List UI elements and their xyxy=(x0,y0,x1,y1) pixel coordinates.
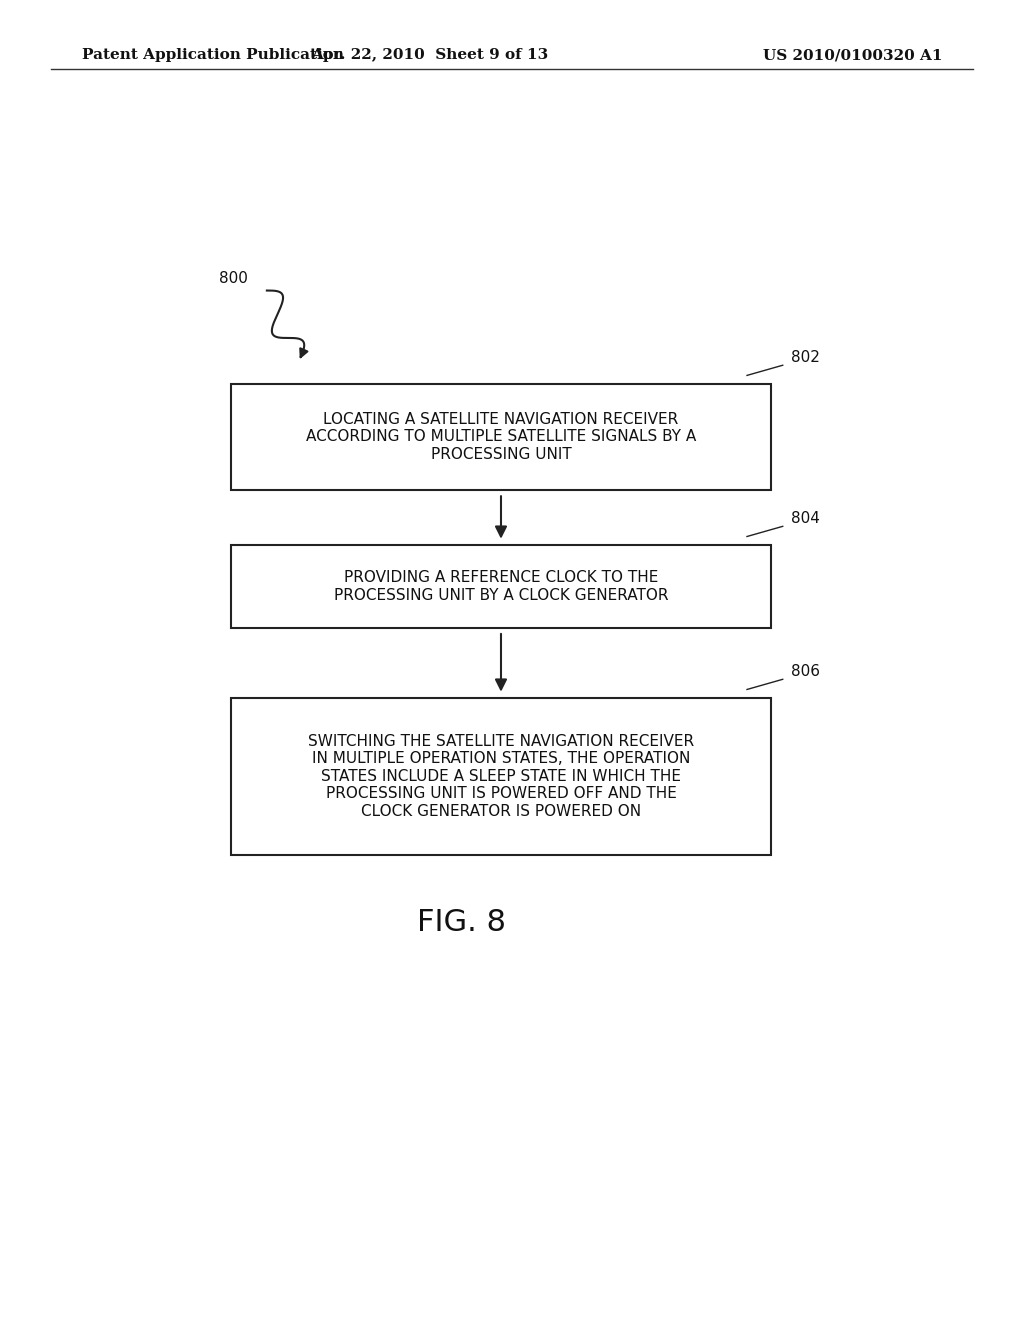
Text: 800: 800 xyxy=(219,271,248,286)
Text: Apr. 22, 2010  Sheet 9 of 13: Apr. 22, 2010 Sheet 9 of 13 xyxy=(311,49,549,62)
Text: 804: 804 xyxy=(791,511,819,527)
Text: PROVIDING A REFERENCE CLOCK TO THE
PROCESSING UNIT BY A CLOCK GENERATOR: PROVIDING A REFERENCE CLOCK TO THE PROCE… xyxy=(334,570,669,602)
Text: Patent Application Publication: Patent Application Publication xyxy=(82,49,344,62)
Text: US 2010/0100320 A1: US 2010/0100320 A1 xyxy=(763,49,942,62)
Text: 806: 806 xyxy=(791,664,819,680)
FancyBboxPatch shape xyxy=(231,545,771,628)
Text: FIG. 8: FIG. 8 xyxy=(417,908,506,937)
Text: LOCATING A SATELLITE NAVIGATION RECEIVER
ACCORDING TO MULTIPLE SATELLITE SIGNALS: LOCATING A SATELLITE NAVIGATION RECEIVER… xyxy=(306,412,696,462)
FancyBboxPatch shape xyxy=(231,697,771,855)
FancyBboxPatch shape xyxy=(231,384,771,490)
Text: SWITCHING THE SATELLITE NAVIGATION RECEIVER
IN MULTIPLE OPERATION STATES, THE OP: SWITCHING THE SATELLITE NAVIGATION RECEI… xyxy=(308,734,694,818)
Text: 802: 802 xyxy=(791,350,819,366)
